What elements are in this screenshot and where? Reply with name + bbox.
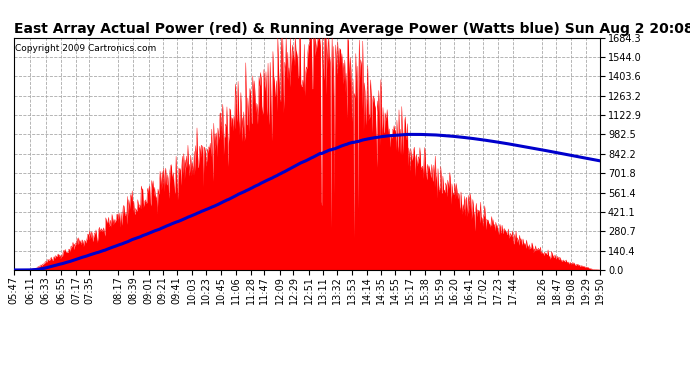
Text: Copyright 2009 Cartronics.com: Copyright 2009 Cartronics.com — [15, 45, 156, 54]
Text: East Array Actual Power (red) & Running Average Power (Watts blue) Sun Aug 2 20:: East Array Actual Power (red) & Running … — [14, 22, 690, 36]
